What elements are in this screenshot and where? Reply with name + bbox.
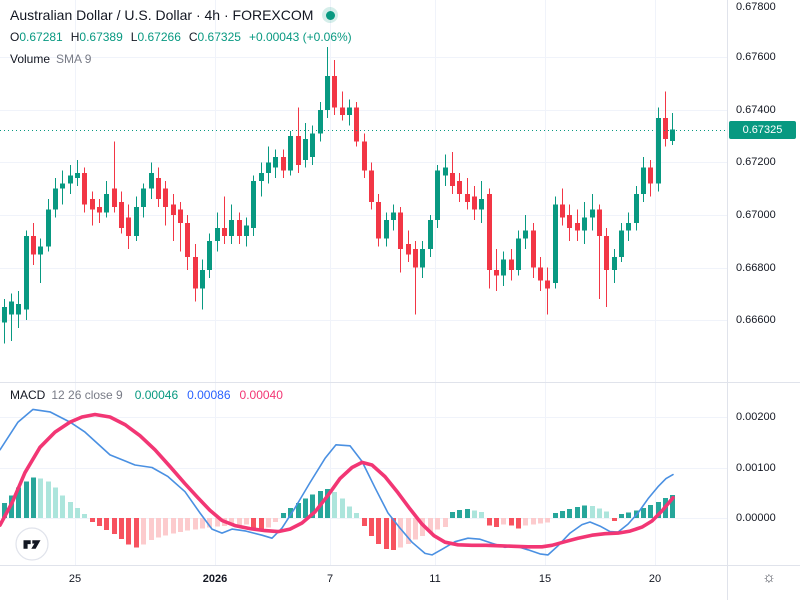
price-axis-label: 0.67600 — [736, 51, 776, 63]
volume-legend[interactable]: Volume SMA 9 — [10, 52, 91, 66]
macd-axis-label: 0.00100 — [736, 462, 776, 474]
change-value: +0.00043 (+0.06%) — [248, 30, 352, 44]
last-price-tag: 0.67325 — [729, 121, 796, 139]
price-axis-label: 0.67200 — [736, 156, 776, 168]
tradingview-logo[interactable] — [15, 527, 49, 561]
ohlc-C: C0.67325 — [188, 30, 241, 44]
time-axis-label: 7 — [326, 573, 334, 585]
macd-value-1: 0.00086 — [187, 388, 231, 402]
macd-value-0: 0.00046 — [134, 388, 179, 402]
macd-params: 12 26 close 9 — [51, 388, 123, 402]
volume-params: SMA 9 — [56, 52, 92, 66]
ohlc-O: O0.67281 — [10, 30, 63, 44]
macd-values: 0.00046 0.00086 0.00040 — [135, 388, 283, 402]
macd-axis-label: 0.00000 — [736, 512, 776, 524]
symbol-title[interactable]: Australian Dollar / U.S. Dollar · 4h · F… — [10, 7, 314, 23]
ohlc-L: L0.67266 — [130, 30, 181, 44]
price-axis-label: 0.67800 — [736, 1, 776, 13]
price-axis-label: 0.66600 — [736, 314, 776, 326]
time-axis-border — [0, 565, 800, 566]
time-axis-label: 2026 — [202, 573, 228, 585]
market-status-icon — [322, 7, 339, 23]
macd-value-2: 0.00040 — [239, 388, 283, 402]
symbol-legend[interactable]: Australian Dollar / U.S. Dollar · 4h · F… — [10, 7, 339, 23]
macd-legend[interactable]: MACD 12 26 close 9 0.00046 0.00086 0.00040 — [10, 388, 283, 402]
price-axis-label: 0.66800 — [736, 262, 776, 274]
pane-divider[interactable] — [0, 382, 800, 383]
price-axis-label: 0.67400 — [736, 104, 776, 116]
time-axis-label: 15 — [538, 573, 552, 585]
ohlc-values: O0.67281 H0.67389 L0.67266 C0.67325 +0.00043… — [10, 30, 352, 44]
time-axis-label: 25 — [68, 573, 82, 585]
volume-label: Volume — [10, 52, 51, 66]
price-axis-label: 0.67000 — [736, 209, 776, 221]
ohlc-H: H0.67389 — [70, 30, 123, 44]
theme-sun-icon[interactable]: ☼ — [762, 569, 776, 586]
macd-axis-label: 0.00200 — [736, 411, 776, 423]
time-axis-label: 20 — [648, 573, 662, 585]
market-status-dot-icon — [325, 10, 335, 20]
macd-label: MACD — [10, 388, 46, 402]
price-scale-border — [727, 0, 728, 600]
time-axis-label: 11 — [429, 573, 441, 585]
